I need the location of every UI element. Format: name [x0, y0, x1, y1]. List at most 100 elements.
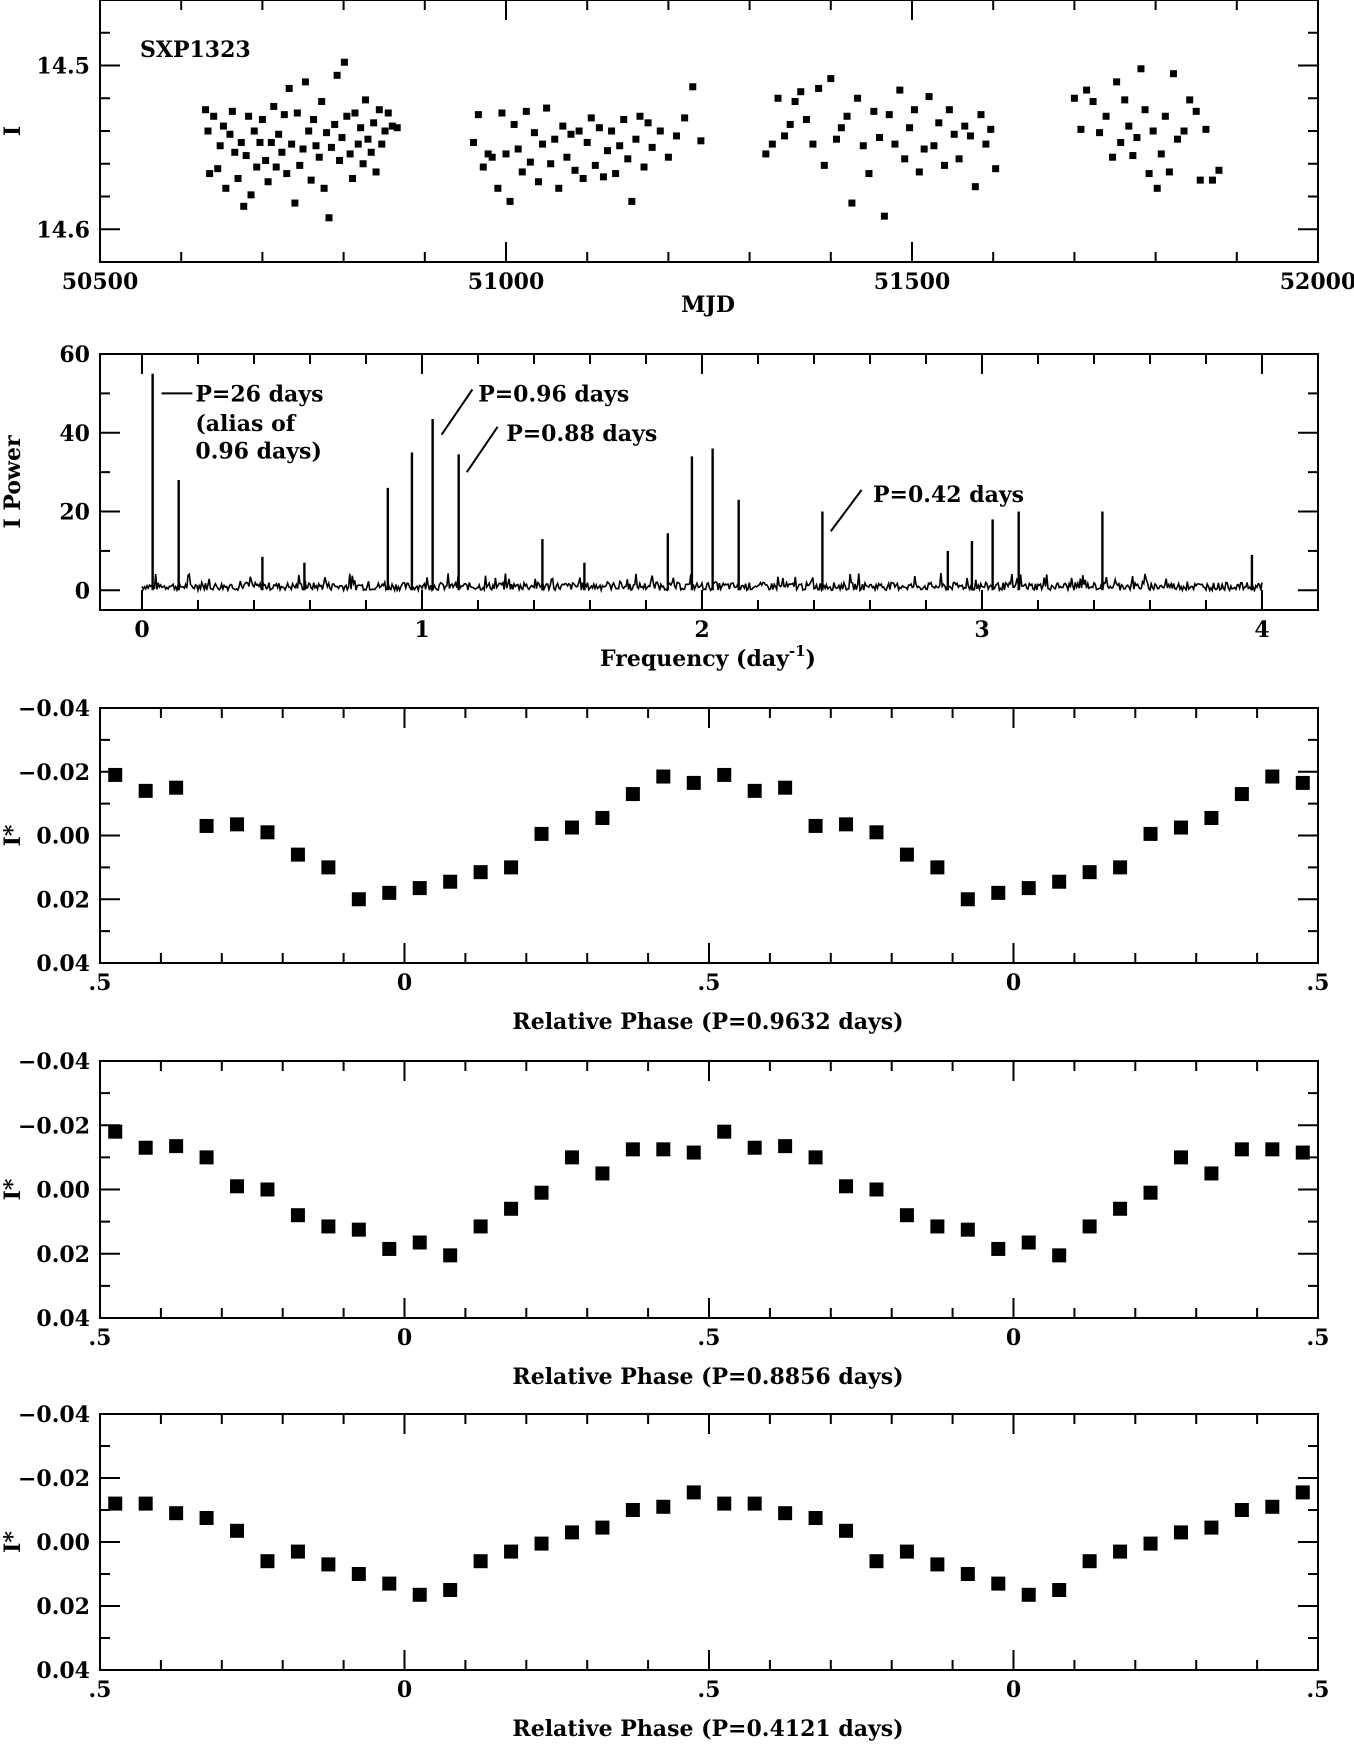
data-point: [950, 130, 958, 138]
data-point: [502, 150, 510, 158]
x-tick-label: 0: [397, 1677, 412, 1703]
data-point: [291, 199, 299, 207]
data-point: [632, 135, 640, 143]
data-point: [843, 112, 851, 120]
data-point: [1174, 135, 1182, 143]
data-point: [474, 111, 482, 119]
data-point: [1121, 96, 1129, 104]
data-point: [498, 109, 506, 117]
data-point: [1141, 106, 1149, 114]
data-point: [231, 148, 239, 156]
data-point: [935, 119, 943, 127]
data-point: [930, 142, 938, 150]
data-point: [1215, 166, 1223, 174]
data-point: [1149, 127, 1157, 135]
data-point: [384, 109, 392, 117]
phase-point: [564, 1525, 579, 1540]
data-point: [1129, 152, 1137, 160]
phase-point: [1234, 1142, 1249, 1157]
data-point: [563, 153, 571, 161]
phase-point: [930, 1557, 945, 1572]
data-point: [891, 140, 899, 148]
data-point: [393, 124, 401, 132]
data-point: [278, 148, 286, 156]
data-point: [222, 184, 230, 192]
phase-point: [108, 1124, 123, 1139]
data-point: [961, 122, 969, 130]
chart-title: SXP1323: [140, 37, 251, 63]
data-point: [648, 143, 656, 151]
data-point: [865, 170, 873, 178]
x-tick-label: 4: [1254, 617, 1269, 643]
phase-point: [138, 1140, 153, 1155]
y-tick-label: 0.00: [36, 1178, 90, 1204]
phase-point: [960, 892, 975, 907]
data-point: [202, 106, 210, 114]
data-point: [1109, 153, 1117, 161]
x-tick-label: 52000: [1280, 269, 1354, 295]
phase-point: [899, 1208, 914, 1223]
phase-point: [808, 1150, 823, 1165]
data-point: [827, 75, 835, 83]
data-point: [837, 124, 845, 132]
data-point: [543, 104, 551, 112]
data-point: [1165, 168, 1173, 176]
data-point: [299, 145, 307, 153]
data-point: [768, 140, 776, 148]
data-point: [256, 138, 264, 146]
y-tick-label: 0.04: [36, 951, 90, 977]
data-point: [802, 116, 810, 124]
x-tick-label: .5: [1307, 970, 1330, 996]
data-point: [242, 152, 250, 160]
data-point: [245, 112, 253, 120]
y-tick-label: 20: [59, 500, 90, 526]
y-axis-label: I*: [0, 1178, 26, 1200]
data-point: [320, 184, 328, 192]
data-point: [1157, 150, 1165, 158]
phase-point: [473, 1554, 488, 1569]
phase-point: [625, 1142, 640, 1157]
data-point: [234, 174, 242, 182]
y-axis-label: I Power: [0, 435, 26, 529]
data-point: [216, 142, 224, 150]
x-tick-label: 0: [397, 970, 412, 996]
x-tick-label: 1: [414, 617, 429, 643]
data-point: [210, 112, 218, 120]
phase-point: [351, 892, 366, 907]
phase-point: [808, 1511, 823, 1525]
phase-point: [138, 783, 153, 798]
data-point: [762, 150, 770, 158]
phase-point: [260, 825, 275, 840]
phase-point: [839, 817, 854, 832]
x-tick-label: .5: [698, 970, 721, 996]
data-point: [791, 98, 799, 106]
data-point: [1169, 70, 1177, 78]
y-tick-label: 0.02: [36, 1242, 90, 1268]
phase-point: [504, 860, 519, 875]
x-tick-label: 51500: [874, 269, 951, 295]
data-point: [301, 78, 309, 86]
phase-point: [443, 1248, 458, 1263]
data-point: [323, 129, 331, 137]
phase-point: [747, 1140, 762, 1155]
x-tick-label: 51000: [468, 269, 545, 295]
phase-point: [717, 767, 732, 782]
data-point: [305, 127, 313, 135]
data-point: [1102, 112, 1110, 120]
data-point: [906, 124, 914, 132]
data-point: [1145, 170, 1153, 178]
x-tick-label: 2: [694, 617, 709, 643]
phase-point: [1234, 1503, 1249, 1517]
data-point: [1137, 65, 1145, 73]
data-point: [854, 94, 862, 102]
data-point: [940, 161, 948, 169]
phase-point: [412, 1587, 427, 1602]
folded-phase-0-4121-panel: .5 0 .5 0 .5 −0.04 −0.02 0.00 0.02 0.04 Relative P…: [0, 1402, 1329, 1742]
phase-point: [717, 1496, 732, 1511]
data-point: [848, 199, 856, 207]
phase-point: [960, 1567, 975, 1581]
data-point: [885, 111, 893, 119]
data-point: [488, 153, 496, 161]
x-tick-label: 0: [397, 1325, 412, 1351]
data-point: [506, 197, 514, 205]
